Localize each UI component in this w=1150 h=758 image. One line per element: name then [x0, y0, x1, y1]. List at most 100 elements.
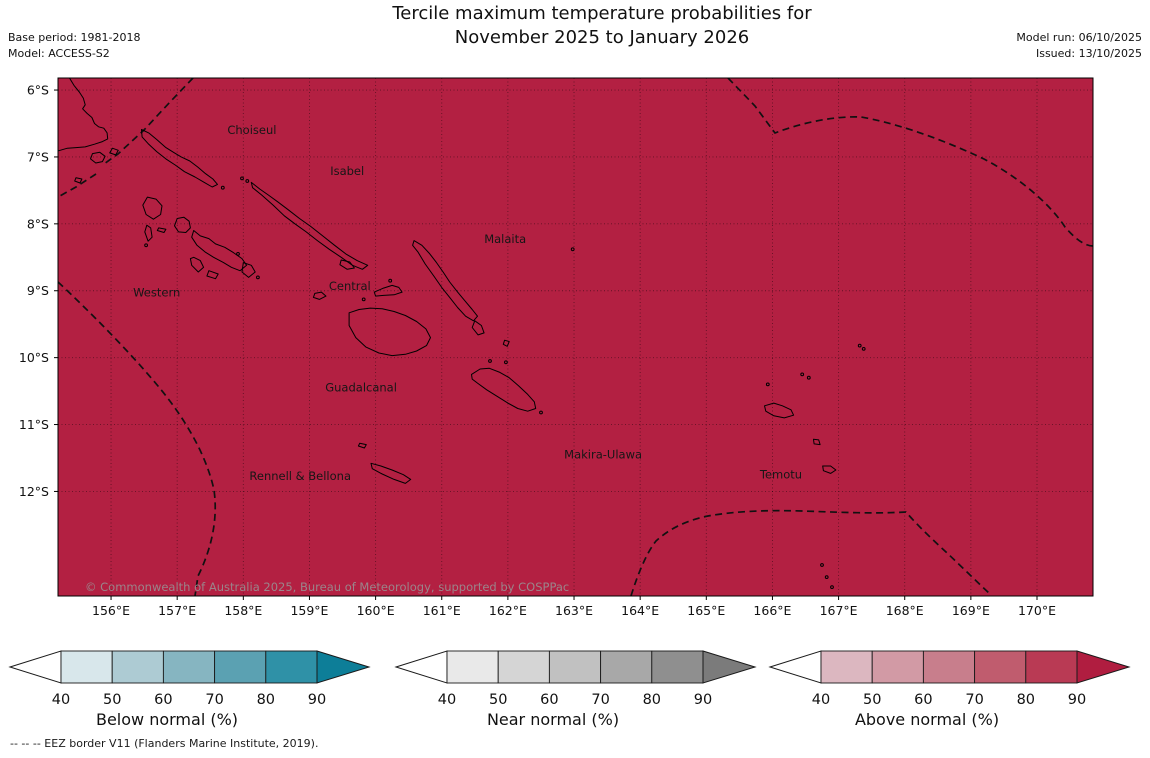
islet-simbo [144, 243, 148, 248]
y-tick-label: 11°S [19, 417, 49, 432]
colorbar-tick-label: 50 [863, 692, 881, 708]
island-outline-san-jorge [339, 259, 355, 270]
colorbar-under-arrow [8, 650, 62, 684]
island-outline-rennell [370, 462, 412, 484]
colorbar-segment [548, 650, 602, 684]
colorbar-segment [1025, 650, 1078, 684]
model-info-block: Base period: 1981-2018 Model: ACCESS-S2 [8, 30, 140, 62]
island-outline-vangunu [241, 262, 256, 278]
colorbar-segment [651, 650, 704, 684]
x-tick-label: 156°E [92, 603, 130, 618]
x-axis-ticks: 156°E 157°E 158°E 159°E 160°E 161°E 162°E 163°E… [92, 596, 1056, 618]
province-label: Makira-Ulawa [564, 448, 642, 462]
island-outline-choiseul [141, 129, 218, 188]
colorbar-below-normal: 40 50 60 70 80 90 Below normal (%) [8, 650, 371, 729]
islet-ugi [488, 359, 492, 363]
islet-torres-2 [824, 575, 829, 580]
province-label: Malaita [484, 232, 526, 246]
y-axis-ticks: 6°S 7°S 8°S 9°S 10°S 11°S 12°S [19, 83, 58, 499]
island-outline-fauro [109, 147, 119, 156]
colorbar-caption: Near normal (%) [487, 710, 619, 729]
colorbar-tick-label: 60 [540, 692, 558, 708]
colorbar-segment [162, 650, 216, 684]
colorbar-caption: Above normal (%) [855, 710, 999, 729]
y-tick-label: 9°S [27, 283, 49, 298]
y-tick-label: 6°S [27, 83, 49, 98]
eez-border-layer [58, 78, 1093, 596]
colorbar-under-arrow [394, 650, 448, 684]
run-info-block: Model run: 06/10/2025 Issued: 13/10/2025 [1016, 30, 1142, 62]
colorbar-tick-label: 60 [154, 692, 172, 708]
colorbar-tick-label: 90 [1068, 692, 1086, 708]
islet-isabel-nw-islet-1 [240, 176, 244, 181]
map-content: Choiseul Isabel Malaita Western Central Guada… [58, 78, 1093, 596]
colorbar-segment [265, 650, 318, 684]
colorbar-segment [922, 650, 976, 684]
colorbar-segment [497, 650, 550, 684]
colorbar-tick-label: 90 [308, 692, 326, 708]
map-copyright: © Commonwealth of Australia 2025, Bureau… [85, 580, 569, 594]
colorbar-segment [871, 650, 924, 684]
colorbar-over-arrow [316, 650, 371, 684]
island-outline-kolombangara [174, 216, 191, 233]
colorbar-segment [600, 650, 653, 684]
x-tick-label: 163°E [555, 603, 593, 618]
colorbar-near-normal: 40 50 60 70 80 90 Near normal (%) [394, 650, 757, 729]
colorbar-tick-label: 70 [591, 692, 609, 708]
model-run-text: Model run: 06/10/2025 [1016, 31, 1142, 44]
x-tick-label: 165°E [687, 603, 725, 618]
colorbar-segment [820, 650, 873, 684]
island-outline-mono [74, 177, 83, 184]
island-outline-vella-lavella [142, 196, 163, 220]
province-label: Isabel [330, 164, 364, 178]
x-tick-label: 157°E [158, 603, 196, 618]
grid-layer [58, 78, 1093, 596]
colorbar-tick-label: 40 [812, 692, 830, 708]
province-label: Western [133, 286, 180, 300]
islet-reef-islands-2 [806, 375, 811, 380]
province-label: Temotu [759, 468, 802, 482]
eez-border-segment [727, 78, 1093, 247]
x-tick-label: 159°E [290, 603, 328, 618]
islet-wagina [220, 185, 225, 190]
islet-reef-islands-1 [800, 372, 805, 377]
province-label: Guadalcanal [325, 381, 397, 395]
islet-buena-vista [388, 278, 393, 283]
colorbar-segment [214, 650, 267, 684]
colorbar-over-arrow [1076, 650, 1131, 684]
model-name-text: Model: ACCESS-S2 [8, 47, 110, 60]
colorbar-over-arrow [702, 650, 757, 684]
x-tick-label: 160°E [357, 603, 395, 618]
islet-savo [361, 297, 366, 302]
map-background [58, 78, 1093, 596]
islet-duff-islands-1 [857, 343, 862, 348]
x-tick-label: 167°E [820, 603, 858, 618]
islet-santa-ana [539, 410, 543, 415]
island-outline-rendova [189, 256, 205, 273]
islet-duff-islands-2 [861, 347, 866, 351]
y-tick-label: 8°S [27, 216, 49, 231]
islet-torres-3 [830, 585, 834, 590]
province-label: Central [329, 279, 371, 293]
island-outline-malaita [412, 240, 478, 322]
island-outline-utupua [813, 438, 821, 446]
island-outline-gizo [156, 227, 167, 233]
colorbar-tick-label: 40 [52, 692, 70, 708]
x-tick-label: 170°E [1018, 603, 1056, 618]
colorbar-above-normal: 40 50 60 70 80 90 Above normal (%) [768, 650, 1131, 729]
island-outline-russell [312, 291, 327, 300]
island-outline-bellona [357, 442, 367, 449]
page-title: Tercile maximum temperature probabilitie… [52, 2, 1150, 50]
eez-border-segment [103, 78, 194, 165]
issued-text: Issued: 13/10/2025 [1035, 47, 1142, 60]
colorbar-tick-label: 80 [257, 692, 275, 708]
eez-border-segment [58, 281, 217, 596]
map-frame [57, 77, 1094, 597]
islet-marovo-islet-1 [236, 252, 240, 256]
island-outline-shortland [90, 151, 106, 164]
y-tick-label: 12°S [19, 484, 49, 499]
islet-three-sisters [504, 360, 508, 365]
island-outline-ulawa [502, 339, 510, 347]
colorbar-tick-label: 90 [694, 692, 712, 708]
